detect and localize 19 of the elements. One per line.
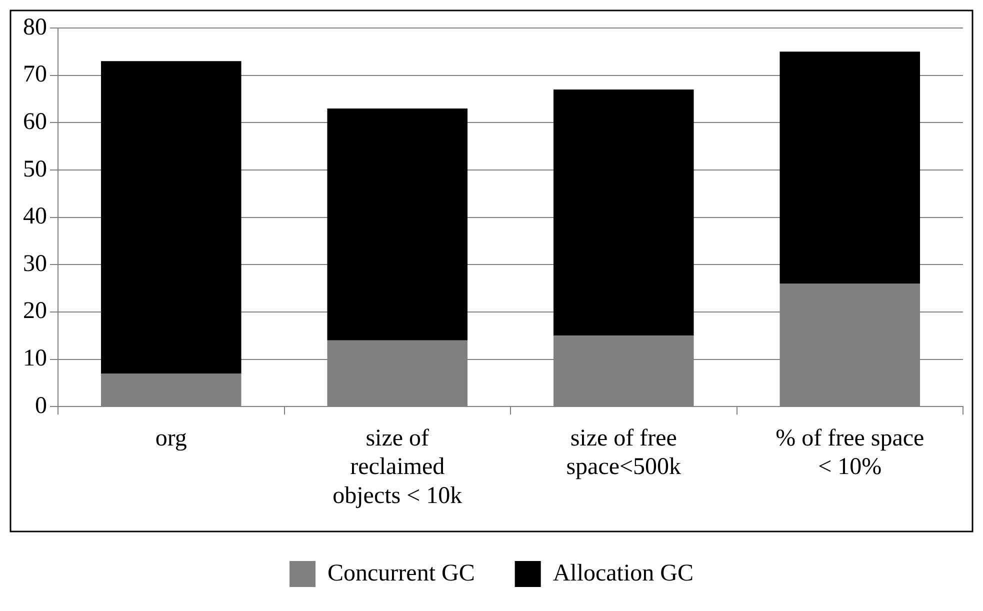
x-tick-label: % of free space < 10% xyxy=(776,425,924,480)
y-tick-label: 50 xyxy=(23,156,47,182)
y-tick-label: 80 xyxy=(23,14,47,40)
x-tick-label: size of reclaimed objects < 10k xyxy=(332,425,462,509)
bar xyxy=(553,90,694,336)
x-tick-label: size of free space<500k xyxy=(566,425,682,480)
legend-label: Allocation GC xyxy=(552,560,694,586)
y-tick-label: 10 xyxy=(23,346,47,372)
bar xyxy=(327,108,468,340)
y-tick-label: 0 xyxy=(35,392,47,419)
y-tick-label: 20 xyxy=(23,298,47,324)
bar xyxy=(100,61,242,374)
y-tick-label: 30 xyxy=(23,250,47,277)
y-tick-label: 40 xyxy=(23,204,47,230)
bar xyxy=(780,52,920,284)
y-tick-label: 70 xyxy=(23,62,47,88)
y-tick-label: 60 xyxy=(23,108,47,135)
x-tick-label: org xyxy=(155,425,187,452)
legend-label: Concurrent GC xyxy=(328,560,475,586)
